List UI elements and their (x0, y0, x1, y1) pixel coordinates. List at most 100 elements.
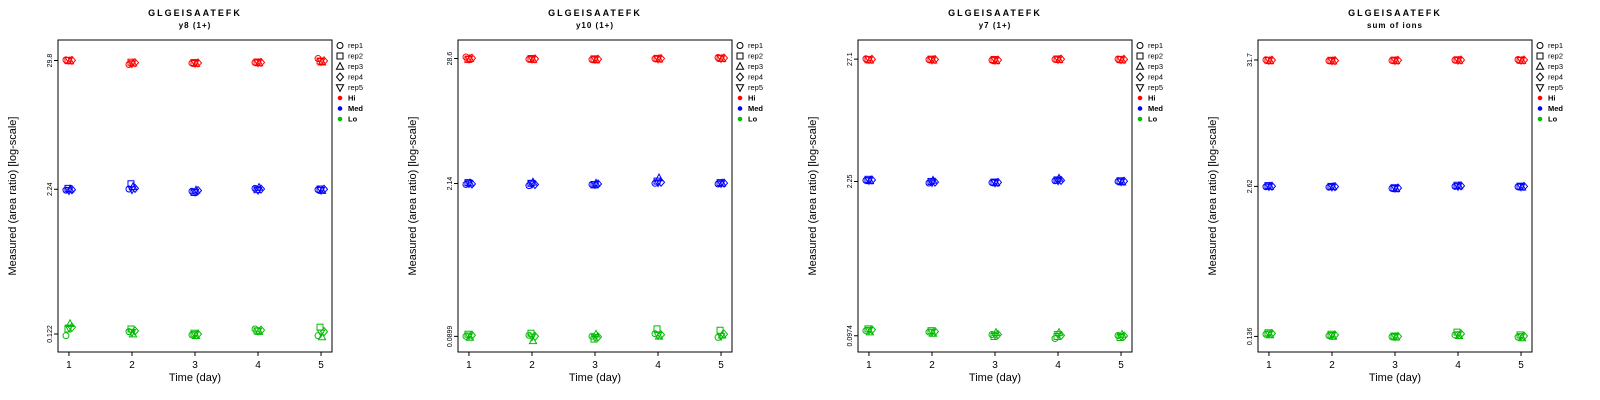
y-tick-label: 2.25 (847, 175, 854, 189)
legend-group-marker (1537, 95, 1543, 101)
x-tick-label: 5 (1518, 360, 1524, 371)
data-point (1453, 183, 1463, 192)
data-point (1116, 56, 1126, 65)
legend-rep-marker (1535, 84, 1545, 93)
data-point (193, 58, 203, 68)
legend-rep-label: rep3 (1548, 62, 1563, 71)
legend-rep-label: rep5 (1548, 83, 1563, 92)
data-point (1516, 56, 1526, 66)
data-point (62, 332, 70, 340)
chart-subtitle: y7 (1+) (978, 21, 1012, 30)
data-point (467, 53, 477, 63)
data-point (656, 177, 666, 187)
legend-rep-marker (336, 52, 344, 60)
data-point (1454, 330, 1464, 339)
data-point (993, 177, 1003, 188)
data-point (1327, 183, 1337, 192)
data-point (464, 180, 474, 189)
legend-rep-label: rep4 (1548, 73, 1563, 82)
data-point (593, 332, 603, 342)
data-point (319, 56, 329, 66)
data-point (927, 179, 937, 188)
data-point (653, 325, 661, 333)
data-point (128, 329, 138, 338)
legend-rep-marker (335, 72, 345, 82)
data-point (253, 327, 263, 336)
legend-rep-marker (735, 61, 745, 70)
data-point (930, 326, 940, 337)
data-point (1519, 55, 1529, 65)
data-point (1390, 57, 1400, 66)
y-tick-label: 2.14 (447, 177, 454, 191)
data-point (1453, 331, 1463, 340)
x-axis-label: Time (day) (1368, 372, 1422, 384)
legend-rep-label: rep2 (348, 52, 363, 61)
data-point (653, 331, 663, 341)
x-tick-label: 3 (192, 360, 198, 371)
legend-rep-label: rep5 (1148, 83, 1163, 92)
plot-box (1257, 39, 1533, 353)
data-point (1119, 54, 1129, 65)
legend-rep-label: rep5 (748, 83, 763, 92)
y-tick-label: 27.1 (847, 52, 854, 66)
legend-group-marker (1137, 95, 1143, 101)
legend-group-marker (737, 116, 743, 122)
data-point (317, 185, 327, 194)
legend-group-label: Lo (348, 115, 358, 124)
legend-group-label: Lo (1548, 115, 1558, 124)
legend-group-marker (337, 116, 343, 122)
chart-title: GLGEISAATEFK (948, 8, 1042, 18)
data-point (993, 329, 1003, 340)
legend-group-label: Med (1148, 104, 1163, 113)
data-point (656, 53, 666, 64)
data-point (319, 184, 329, 195)
legend-rep-marker (335, 84, 345, 93)
data-point (464, 55, 474, 64)
legend-group-marker (1537, 116, 1543, 122)
data-point (530, 179, 540, 190)
x-tick-label: 5 (1118, 360, 1124, 371)
legend-rep-marker (1536, 42, 1544, 49)
data-point (1393, 331, 1403, 342)
data-point (1119, 331, 1129, 341)
y-axis-label: Measured (area ratio) [log-scale] (407, 116, 419, 276)
data-point (716, 55, 726, 64)
data-point (256, 325, 266, 335)
legend-rep-marker (335, 61, 345, 70)
legend-group-label: Hi (1548, 94, 1556, 103)
data-point (716, 333, 726, 342)
y-tick-label: 31.7 (1247, 53, 1254, 67)
legend-rep-marker (1135, 72, 1145, 82)
data-point (927, 328, 937, 338)
data-point (653, 179, 663, 188)
data-point (1456, 55, 1466, 65)
data-point (1390, 333, 1400, 342)
data-point (464, 332, 474, 341)
data-point (590, 181, 600, 190)
legend-group-label: Med (1548, 104, 1563, 113)
data-point (1328, 331, 1338, 340)
data-point (653, 55, 663, 64)
data-point (254, 326, 264, 335)
data-point (590, 334, 600, 343)
x-tick-label: 4 (655, 360, 661, 371)
legend-rep-marker (1536, 52, 1544, 60)
data-point (867, 175, 877, 185)
data-point (993, 55, 1003, 65)
x-tick-label: 5 (318, 360, 324, 371)
legend-rep-marker (1535, 61, 1545, 70)
data-point (67, 322, 77, 332)
legend-rep-label: rep4 (748, 73, 763, 82)
x-tick-label: 2 (529, 360, 535, 371)
x-tick-label: 1 (466, 360, 472, 371)
y-axis-label: Measured (area ratio) [log-scale] (1207, 116, 1219, 276)
x-tick-label: 2 (929, 360, 935, 371)
legend-group-marker (337, 95, 343, 101)
chart-panel-y10: 1 2 3 4 5 0.0899 2.14 28.6 rep1 rep2 rep3 rep4 rep5 H… (400, 0, 800, 400)
data-point (1264, 183, 1274, 192)
legend-rep-label: rep3 (1148, 62, 1163, 71)
data-point (990, 179, 1000, 188)
x-tick-label: 4 (1455, 360, 1461, 371)
